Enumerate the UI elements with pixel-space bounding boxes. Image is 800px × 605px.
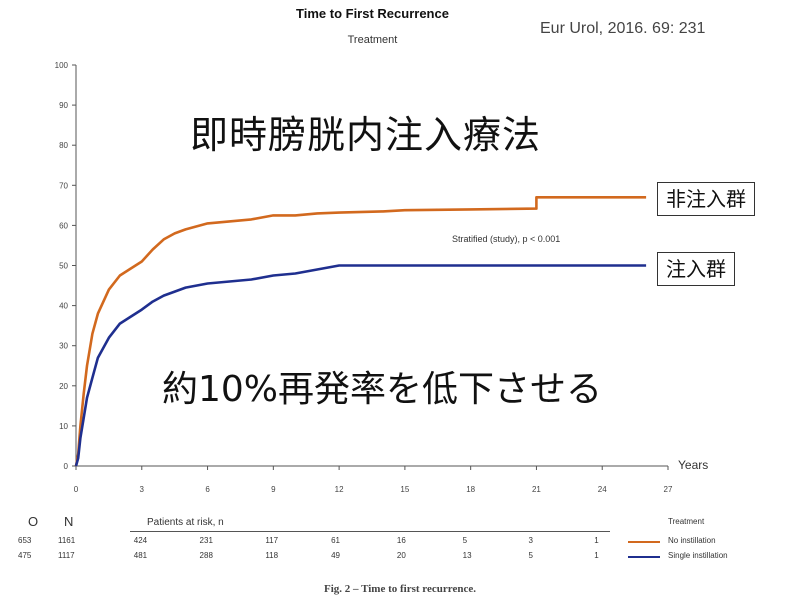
risk-count: 117 — [265, 536, 279, 545]
risk-row-n: 1117 — [58, 551, 75, 560]
figure-caption: Fig. 2 – Time to first recurrence. — [324, 583, 476, 595]
chart-title: Time to First Recurrence — [296, 6, 449, 21]
risk-row-swatch — [628, 556, 660, 558]
risk-header-n: N — [64, 514, 74, 529]
risk-count: 20 — [396, 551, 406, 560]
x-tick-label: 0 — [74, 485, 79, 494]
japanese-title: 即時膀胱内注入療法 — [190, 113, 542, 157]
risk-count: 3 — [528, 536, 533, 545]
series-line-no-instillation — [74, 196, 647, 467]
stat-note: Stratified (study), p < 0.001 — [452, 234, 561, 244]
citation-text: Eur Urol, 2016. 69: 231 — [540, 20, 706, 37]
x-tick-label: 21 — [532, 485, 541, 494]
x-tick-label: 27 — [664, 485, 673, 494]
risk-count: 1 — [594, 551, 599, 560]
risk-header-rule — [130, 531, 610, 532]
risk-count: 288 — [199, 551, 213, 560]
y-tick-label: 60 — [59, 221, 68, 230]
risk-header-o: O — [28, 514, 39, 529]
series-layer — [74, 196, 647, 467]
risk-row-o: 653 — [18, 536, 32, 545]
risk-count: 49 — [331, 551, 341, 560]
y-tick-label: 80 — [59, 141, 68, 150]
risk-table: O N Patients at risk, n Treatment 653 1161 424… — [0, 512, 800, 567]
risk-count: 481 — [133, 551, 148, 560]
x-tick-label: 15 — [400, 485, 409, 494]
label-box-no-instillation: 非注入群 — [657, 182, 755, 216]
risk-count: 424 — [133, 536, 148, 545]
risk-count: 231 — [199, 536, 213, 545]
axes-layer: 0 10 20 30 40 50 60 70 80 90 100 0 3 6 9 12 15 18 21 24 27 — [55, 61, 673, 494]
y-tick-label: 90 — [59, 101, 68, 110]
risk-row-o: 475 — [18, 551, 32, 560]
series-line-single-instillation — [74, 264, 647, 467]
y-tick-label: 30 — [59, 342, 68, 351]
label-box-single-instillation: 注入群 — [657, 252, 735, 286]
x-tick-label: 12 — [335, 485, 344, 494]
risk-count: 13 — [462, 551, 472, 560]
y-tick-label: 0 — [64, 462, 69, 471]
risk-count: 5 — [528, 551, 533, 560]
y-tick-label: 70 — [59, 181, 68, 190]
risk-count: 118 — [265, 551, 279, 560]
y-tick-label: 40 — [59, 302, 68, 311]
japanese-annotation: 約10%再発率を低下させる — [162, 369, 603, 410]
x-tick-label: 9 — [271, 485, 276, 494]
x-tick-label: 3 — [140, 485, 145, 494]
x-tick-label: 24 — [598, 485, 607, 494]
risk-header-patients: Patients at risk, n — [147, 517, 224, 528]
risk-count: 1 — [594, 536, 599, 545]
risk-row-treatment: No instillation — [668, 536, 716, 545]
y-tick-label: 10 — [59, 422, 68, 431]
x-axis-label: Years — [678, 458, 709, 472]
y-tick-label: 20 — [59, 382, 68, 391]
risk-count: 16 — [396, 536, 406, 545]
km-chart: 0 10 20 30 40 50 60 70 80 90 100 0 3 6 9 12 15 18 21 24 27 — [55, 61, 673, 494]
risk-row-n: 1161 — [58, 536, 76, 545]
risk-count: 5 — [462, 536, 468, 545]
y-tick-label: 100 — [55, 61, 69, 70]
risk-header-treatment: Treatment — [668, 517, 705, 526]
risk-count: 61 — [331, 536, 341, 545]
chart-subtitle: Treatment — [347, 34, 398, 46]
risk-row-treatment: Single instillation — [668, 551, 728, 560]
y-tick-label: 50 — [59, 262, 68, 271]
x-tick-label: 18 — [466, 485, 475, 494]
risk-row-swatch — [628, 541, 660, 543]
x-tick-label: 6 — [205, 485, 210, 494]
